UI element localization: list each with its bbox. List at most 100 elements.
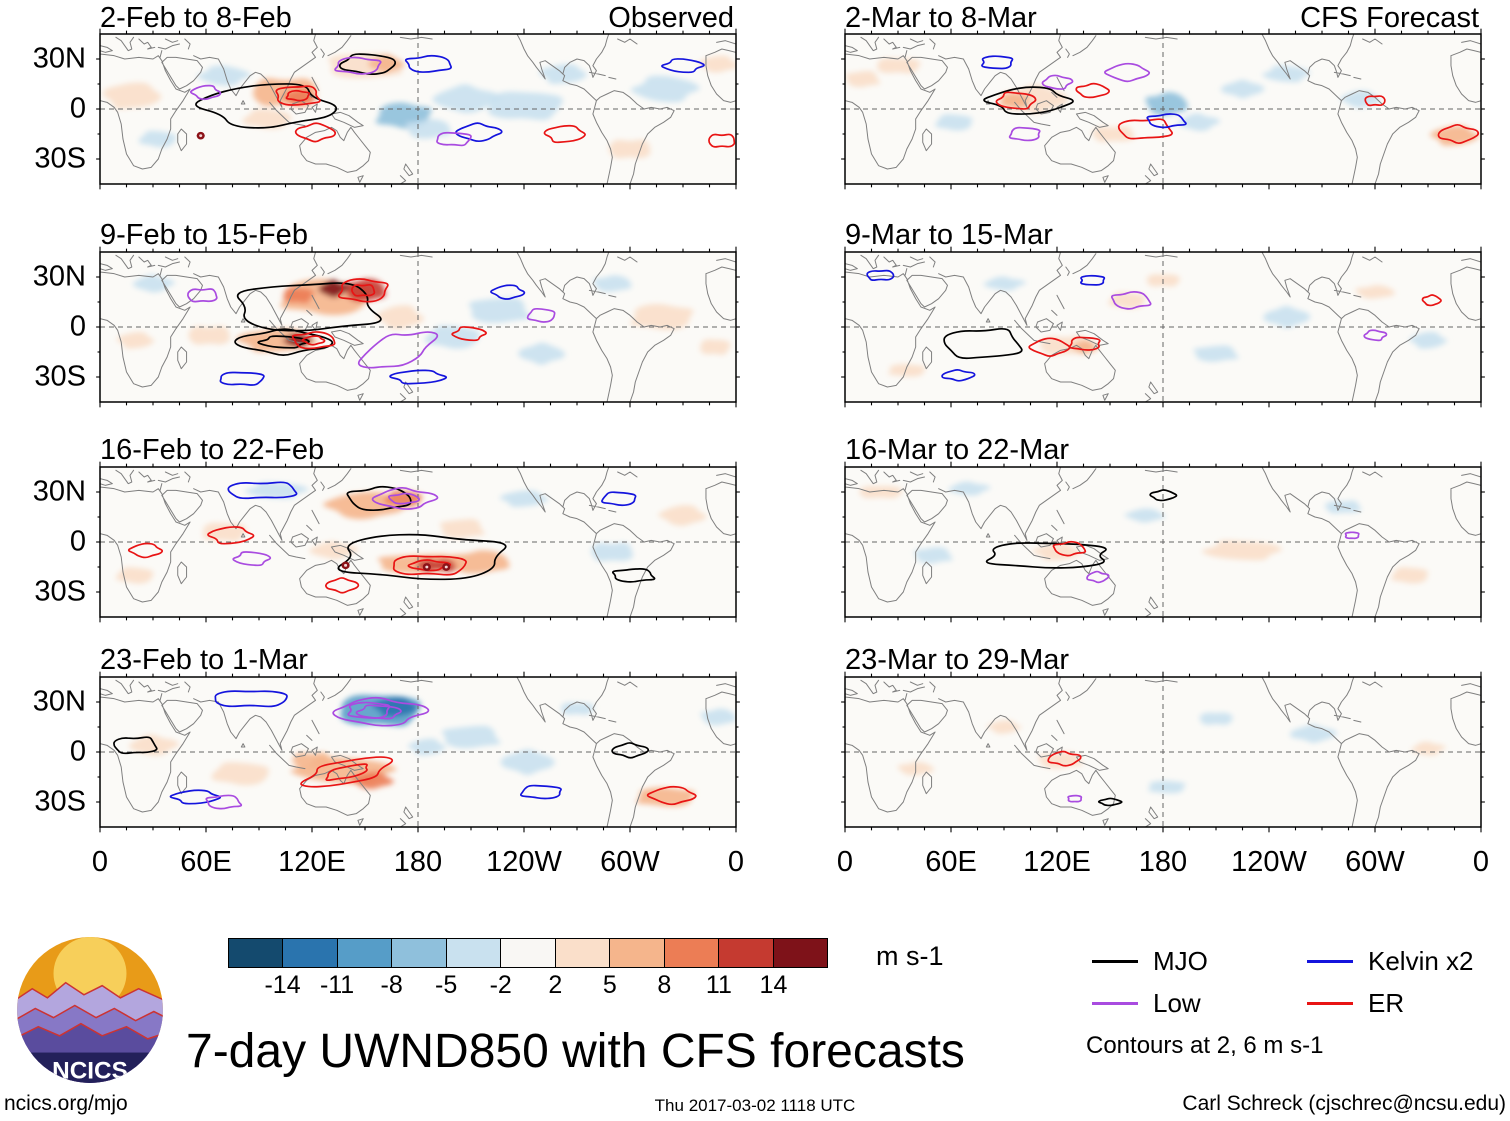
- anomaly-shading: [608, 139, 651, 159]
- colorbar-tick-label: 14: [759, 971, 788, 999]
- anomaly-shading: [375, 305, 424, 330]
- anomaly-shading: [1108, 292, 1146, 309]
- map-layer-group: [100, 34, 736, 184]
- wave-contour-er: [276, 86, 320, 105]
- anomaly-shading: [948, 481, 991, 496]
- wave-contour-er: [1076, 84, 1109, 98]
- x-tick-label: 180: [393, 846, 443, 878]
- wave-contour-er: [324, 762, 369, 783]
- anomaly-shading: [488, 91, 563, 121]
- mjo-line-swatch: [1092, 959, 1138, 963]
- panel-title: 23-Mar to 29-Mar: [845, 644, 1070, 676]
- map-panel-observed-3: [100, 467, 736, 617]
- wave-contour-mjo: [613, 569, 655, 582]
- y-axis-labels: 30N 0 30S: [6, 677, 92, 827]
- wave-contour-er: [394, 556, 466, 575]
- wave-contour-low: [389, 493, 419, 503]
- axis-ticks: [841, 462, 1485, 623]
- wave-contour-mjo: [984, 87, 1073, 114]
- panel-title: 2-Feb to 8-Feb: [100, 2, 292, 34]
- y-tick-label: 0: [69, 92, 86, 125]
- wave-contour-low: [333, 698, 428, 726]
- colorbar-tick-label: 8: [657, 971, 672, 999]
- y-tick-label: 0: [69, 735, 86, 768]
- anomaly-shading: [1289, 724, 1337, 743]
- wave-contour-low: [206, 795, 241, 808]
- map-panel-observed-4: [100, 677, 736, 827]
- anomaly-shading: [407, 738, 446, 756]
- wave-contour-kelvin: [1147, 114, 1186, 127]
- legend-item-low: Low: [1092, 988, 1201, 1018]
- y-tick-label: 30S: [34, 360, 86, 393]
- logo-text: NCICS: [52, 1057, 128, 1084]
- wave-contour-er: [1029, 338, 1069, 356]
- wave-contour-er: [1422, 295, 1441, 305]
- legend-label: MJO: [1153, 945, 1208, 976]
- map-panel-observed-2: [100, 252, 736, 402]
- anomaly-shading: [499, 490, 549, 507]
- wave-contour-er: [1438, 125, 1478, 143]
- map-panel-forecast-1: [845, 34, 1481, 184]
- anomaly-shading: [877, 58, 921, 74]
- panel-title-row: 16-Mar to 22-Mar: [845, 434, 1481, 466]
- x-tick-label: 60W: [1345, 846, 1405, 878]
- wave-contour-mjo: [347, 487, 411, 510]
- colorbar-tick-label: 11: [705, 971, 732, 999]
- anomaly-shading: [196, 65, 251, 86]
- wave-contour-er: [208, 527, 254, 544]
- wave-contour-er: [544, 126, 585, 143]
- wave-contour-kelvin: [982, 56, 1013, 68]
- colorbar-segment: [391, 939, 446, 967]
- wave-contour-er: [1365, 96, 1385, 105]
- wave-contour-er: [302, 336, 324, 345]
- anomaly-shading: [211, 762, 269, 786]
- wave-contour-low: [353, 321, 444, 378]
- y-tick-label: 30S: [34, 785, 86, 818]
- anomaly-shading: [1411, 741, 1446, 756]
- wave-contour-low: [1042, 75, 1072, 89]
- wave-contour-kelvin: [942, 370, 975, 381]
- anomaly-shading: [116, 332, 155, 349]
- anomaly-shading: [425, 325, 480, 349]
- y-axis-labels: 30N 0 30S: [6, 34, 92, 184]
- wave-contour-er: [339, 279, 388, 302]
- wave-contour-er: [352, 285, 375, 296]
- colorbar-segment: [609, 939, 664, 967]
- wave-contour-er: [408, 560, 450, 570]
- anomaly-shading: [1178, 113, 1221, 131]
- anomaly-shading: [283, 287, 314, 304]
- colorbar-tick-label: -8: [380, 971, 403, 999]
- wave-contour-low: [1105, 64, 1149, 82]
- cyclone-marker-center: [444, 565, 448, 569]
- anomaly-shading: [700, 708, 736, 726]
- wave-contour-er: [996, 92, 1035, 109]
- anomaly-shading: [1408, 331, 1448, 349]
- axis-ticks: [841, 247, 1485, 408]
- wave-contour-low: [356, 705, 401, 718]
- anomaly-shading: [1201, 540, 1282, 561]
- anomaly-shading: [935, 114, 973, 131]
- colorbar-segment: [282, 939, 337, 967]
- wave-contour-low: [191, 86, 221, 100]
- footer-timestamp: Thu 2017-03-02 1118 UTC: [654, 1096, 856, 1115]
- wave-contour-er: [1119, 119, 1172, 138]
- anomaly-shading: [1355, 285, 1395, 299]
- colorbar-segment: [336, 939, 392, 967]
- y-tick-label: 30N: [32, 260, 86, 293]
- wave-contour-kelvin: [491, 285, 524, 299]
- anomaly-shading: [845, 70, 881, 88]
- wave-contour-er: [648, 787, 696, 805]
- panel-title-row: 23-Mar to 29-Mar: [845, 644, 1481, 676]
- wave-contour-kelvin: [456, 123, 502, 141]
- anomaly-shading: [242, 109, 292, 130]
- wave-contour-low: [373, 488, 438, 509]
- wave-contour-low: [1087, 572, 1109, 583]
- map-panel-forecast-4: [845, 677, 1481, 827]
- axis-ticks: [841, 29, 1485, 190]
- anomaly-shading: [132, 274, 175, 293]
- anomaly-shading: [591, 542, 634, 562]
- y-tick-label: 0: [69, 310, 86, 343]
- column-header-observed: Observed: [608, 2, 734, 34]
- map-layer-group: [845, 467, 1481, 617]
- anomaly-shading: [592, 275, 632, 292]
